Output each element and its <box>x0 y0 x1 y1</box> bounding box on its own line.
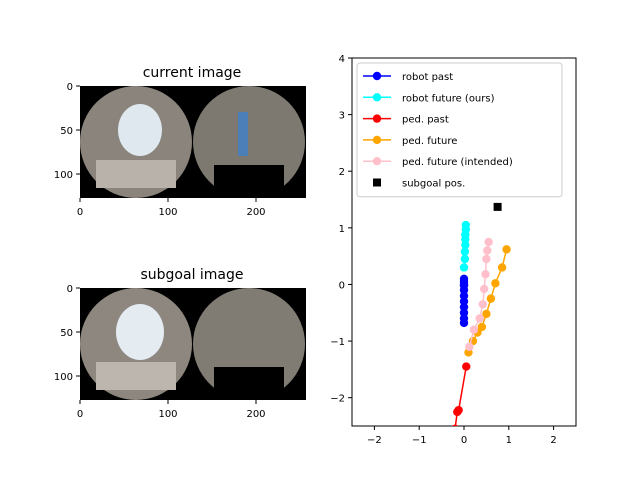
legend-label: robot future (ours) <box>402 93 495 104</box>
legend-entry: subgoal pos. <box>373 178 465 190</box>
y-tick-label: 3 <box>339 111 345 122</box>
series-ped-future <box>464 245 511 357</box>
current-ytick-100: 100 <box>54 170 73 181</box>
legend-entry: ped. future (intended) <box>363 157 513 168</box>
series-ped-past <box>451 362 471 426</box>
trajectory-ticks: −2 −1 0 1 2 −2 −1 0 1 2 3 4 <box>330 54 557 446</box>
current-ytick-50: 50 <box>60 126 73 137</box>
subgoal-xtick-0: 0 <box>77 409 83 420</box>
current-image-right-floor-shadow <box>214 165 284 198</box>
current-xtick-200: 200 <box>246 207 265 218</box>
data-point <box>491 279 500 288</box>
subgoal-ytick-50: 50 <box>60 328 73 339</box>
trajectory-plot: −2 −1 0 1 2 −2 −1 0 1 2 3 4 robot past robot future … <box>330 54 577 446</box>
data-point <box>482 254 491 264</box>
subgoal-xtick-200: 200 <box>246 409 265 420</box>
data-point <box>477 322 487 332</box>
data-point <box>479 284 489 294</box>
x-tick-label: 0 <box>461 435 467 446</box>
legend-entry: ped. future <box>363 135 457 147</box>
data-point <box>486 294 496 303</box>
x-tick-label: −1 <box>412 435 427 446</box>
subgoal-image-left-floor <box>96 362 176 390</box>
data-point <box>451 424 459 426</box>
x-tick-label: 1 <box>506 435 512 446</box>
current-xtick-100: 100 <box>158 207 177 218</box>
data-point <box>481 270 490 279</box>
subgoal-image-panel: subgoal image 0 50 100 0 100 200 <box>54 267 306 420</box>
legend-entry: robot past <box>363 71 453 83</box>
y-tick-label: 0 <box>339 280 345 291</box>
data-point <box>460 254 470 264</box>
current-image-person <box>238 112 248 156</box>
subgoal-xtick-100: 100 <box>158 409 177 420</box>
series-robot-past <box>459 274 469 328</box>
data-point <box>465 342 474 351</box>
legend-label: ped. past <box>402 115 449 126</box>
y-tick-label: 4 <box>339 54 345 65</box>
trajectory-series <box>451 202 511 426</box>
current-image-title: current image <box>143 65 242 81</box>
subgoal-image-right-floor-shadow <box>214 367 284 400</box>
data-point <box>478 300 488 309</box>
data-point <box>497 263 507 272</box>
legend-box <box>356 62 563 198</box>
legend-label: ped. future <box>402 136 457 147</box>
data-point <box>483 246 492 255</box>
legend-marker <box>373 178 381 187</box>
x-tick-label: 2 <box>550 435 556 446</box>
current-ytick-0: 0 <box>67 82 73 93</box>
legend-entry: ped. past <box>363 114 449 126</box>
data-point <box>459 280 469 289</box>
series-subgoal-pos <box>493 202 502 211</box>
series-robot-future-ours <box>459 220 470 272</box>
subgoal-ytick-0: 0 <box>67 284 73 295</box>
y-tick-label: 2 <box>339 167 345 178</box>
legend-label: subgoal pos. <box>402 179 465 190</box>
y-tick-label: 1 <box>339 224 345 235</box>
data-point <box>475 314 484 323</box>
data-point <box>462 362 471 371</box>
data-point <box>461 220 470 230</box>
legend-label: ped. future (intended) <box>402 157 513 168</box>
legend-marker <box>372 157 382 166</box>
data-point <box>484 237 493 247</box>
subgoal-ytick-100: 100 <box>54 372 73 383</box>
legend-marker <box>372 93 382 102</box>
data-point <box>502 245 511 254</box>
data-point <box>493 202 502 211</box>
legend-entry: robot future (ours) <box>363 93 495 104</box>
legend-marker <box>372 135 382 145</box>
data-point <box>454 405 463 415</box>
data-point <box>482 309 491 319</box>
current-image-panel: current image 0 50 100 0 100 200 <box>54 65 306 218</box>
data-point <box>460 247 470 256</box>
current-xtick-0: 0 <box>77 207 83 218</box>
legend-label: robot past <box>402 72 453 83</box>
current-image-left-floor <box>96 160 176 188</box>
legend: robot past robot future (ours) ped. past pe… <box>356 62 563 198</box>
data-point <box>469 325 479 334</box>
current-image-left-bright-area <box>118 104 162 156</box>
y-tick-label: −1 <box>330 337 345 348</box>
subgoal-image-title: subgoal image <box>140 267 243 283</box>
y-tick-label: −2 <box>330 394 345 405</box>
series-ped-future-intended <box>465 237 493 351</box>
data-point <box>459 263 469 272</box>
legend-marker <box>372 114 382 123</box>
x-tick-label: −2 <box>367 435 382 446</box>
legend-marker <box>372 71 382 81</box>
subgoal-image-left-bright-area <box>116 304 164 360</box>
